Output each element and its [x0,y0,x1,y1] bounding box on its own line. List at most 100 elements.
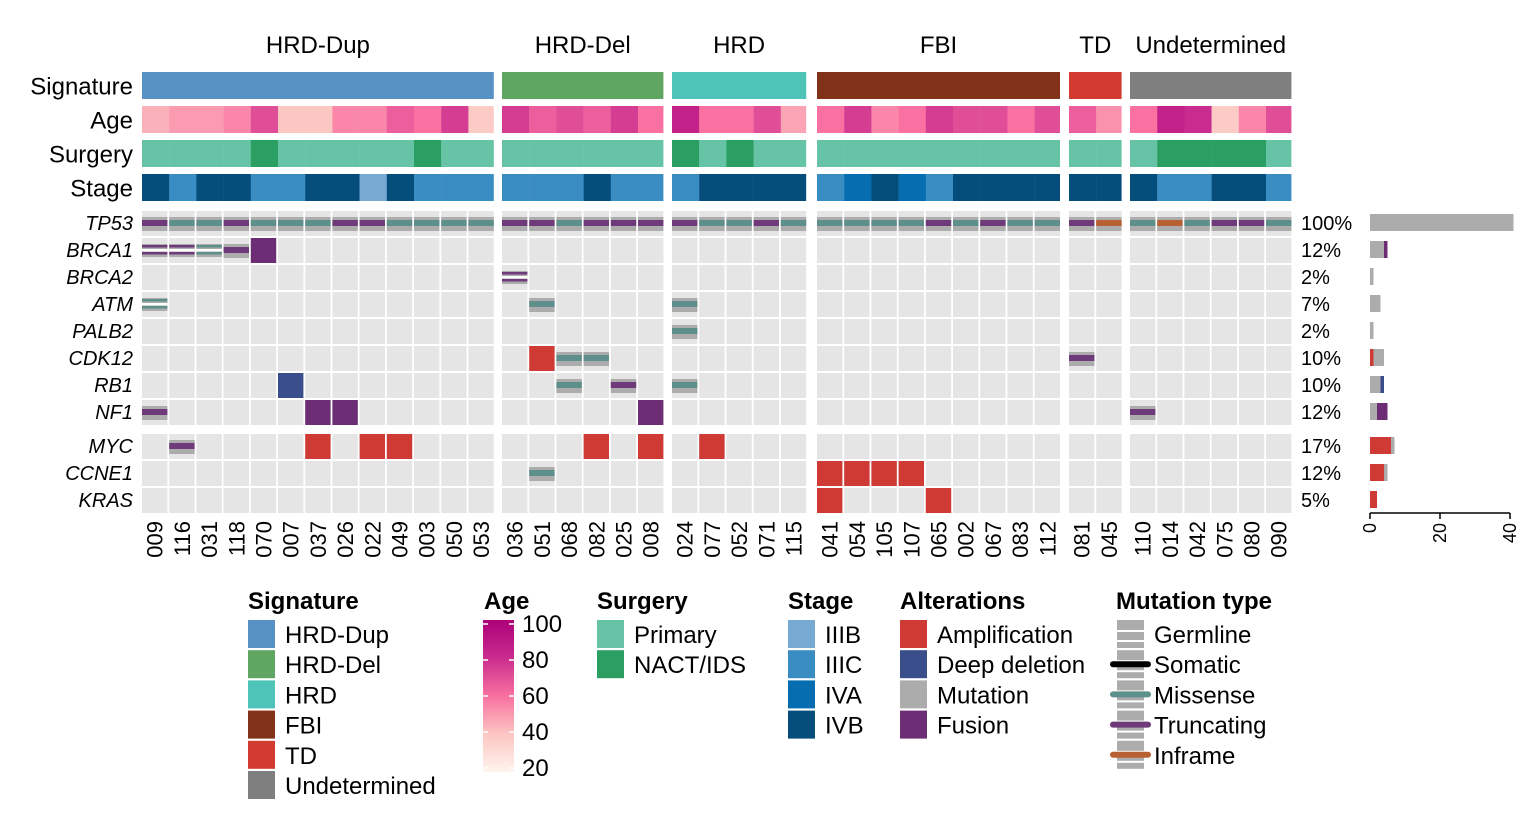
legend-alterations-label: Deep deletion [937,652,1085,679]
surgery-cell [672,140,700,167]
mutation-line-mark [1238,220,1265,226]
oncoprint-cell [1007,434,1033,459]
oncoprint-cell [359,265,385,290]
germline-line-mark [142,252,168,255]
oncoprint-cell [1266,488,1292,513]
oncoprint-cell [414,265,440,290]
age-cell [529,106,557,133]
oncoprint-cell [638,461,664,486]
mutation-line-mark [871,220,897,226]
oncoprint-cell [250,373,277,398]
age-cell [780,106,809,133]
stage-cell [726,174,754,201]
oncoprint-cell [142,434,168,459]
sample-label: 077 [700,521,725,558]
legend-signature-label: Undetermined [285,773,436,800]
oncoprint-cell [1096,434,1122,459]
oncoprint-cell [1007,488,1033,513]
oncoprint-cell [817,373,843,398]
oncoprint-cell [610,292,637,317]
oncoprint-cell [1238,488,1265,513]
age-cell [142,106,170,133]
oncoprint-cell [898,319,924,344]
age-cell [844,106,872,133]
surgery-cell [441,140,469,167]
oncoprint-cell [169,488,195,513]
legend-mutation-type-stripe [1117,730,1144,733]
oncoprint-cell [980,292,1006,317]
sample-label: 068 [557,521,582,558]
oncoprint-cell [223,346,249,371]
oncoprint-cell [583,238,609,263]
oncoprint-cell [953,319,979,344]
oncoprint-cell [817,400,843,425]
surgery-cell [726,140,754,167]
oncoprint-cell [1130,238,1156,263]
surgery-cell [1266,140,1294,167]
sample-label: 112 [1035,521,1060,556]
legend-mutation-type-stripe [1117,700,1144,703]
sample-label: 050 [442,521,467,558]
mutation-line-mark [1184,220,1210,226]
gene-label-ccne1: CCNE1 [65,463,133,485]
oncoprint-cell [925,461,952,486]
legend-signature-label: FBI [285,713,322,740]
oncoprint-cell [1034,292,1060,317]
mutation-line-mark [1007,220,1033,226]
oncoprint-cell [1096,461,1122,486]
mutation-line-mark [753,220,779,226]
sample-label: 105 [872,521,897,558]
alteration-amplification [871,461,897,486]
oncoprint-cell [250,400,277,425]
oncoprint-cell [780,238,807,263]
sample-label: 090 [1267,521,1292,558]
oncoprint-cell [1238,265,1265,290]
signature-bar-hrd [672,72,807,99]
age-cell [1211,106,1239,133]
legend-mutation-type-line [1110,661,1151,668]
age-cell [726,106,754,133]
age-cell [196,106,224,133]
gene-label-brca2: BRCA2 [66,267,133,289]
oncoprint-cell [871,434,897,459]
age-tick-label: 60 [522,683,549,710]
oncoprint-cell [142,265,168,290]
oncoprint-cell [610,461,637,486]
oncoprint-cell [953,488,979,513]
stage-cell [250,174,279,201]
surgery-cell [223,140,251,167]
oncoprint-cell [953,238,979,263]
oncoprint-cell [359,461,385,486]
age-cell [672,106,700,133]
oncoprint-cell [1130,265,1156,290]
oncoprint-cell [1007,292,1033,317]
oncoprint-cell [699,319,725,344]
surgery-cell [638,140,666,167]
mutation-line-mark [1034,220,1060,226]
age-cell [223,106,251,133]
sample-label: 110 [1131,521,1156,556]
legend-alterations-swatch [900,680,927,709]
oncoprint-cell [1157,461,1183,486]
oncoprint-cell [844,434,870,459]
oncoprint-cell [925,400,952,425]
oncoprint-cell [223,265,249,290]
sample-label: 116 [170,521,195,556]
oncoprint-cell [414,488,440,513]
oncoprint-cell [1238,434,1265,459]
oncoprint-cell [780,461,807,486]
gene-percent-nf1: 12% [1301,402,1341,424]
oncoprint-cell [1007,400,1033,425]
oncoprint-cell [278,346,304,371]
mutation-line-mark [502,220,528,226]
oncoprint-cell [753,488,779,513]
surgery-cell [359,140,387,167]
germline-line-mark [142,299,168,302]
oncoprint-cell [638,488,664,513]
oncoprint-cell [1034,400,1060,425]
surgery-cell [1130,140,1158,167]
oncoprint-cell [1266,346,1292,371]
oncoprint-cell [359,292,385,317]
stage-cell [142,174,170,201]
alteration-fusion [305,400,331,425]
